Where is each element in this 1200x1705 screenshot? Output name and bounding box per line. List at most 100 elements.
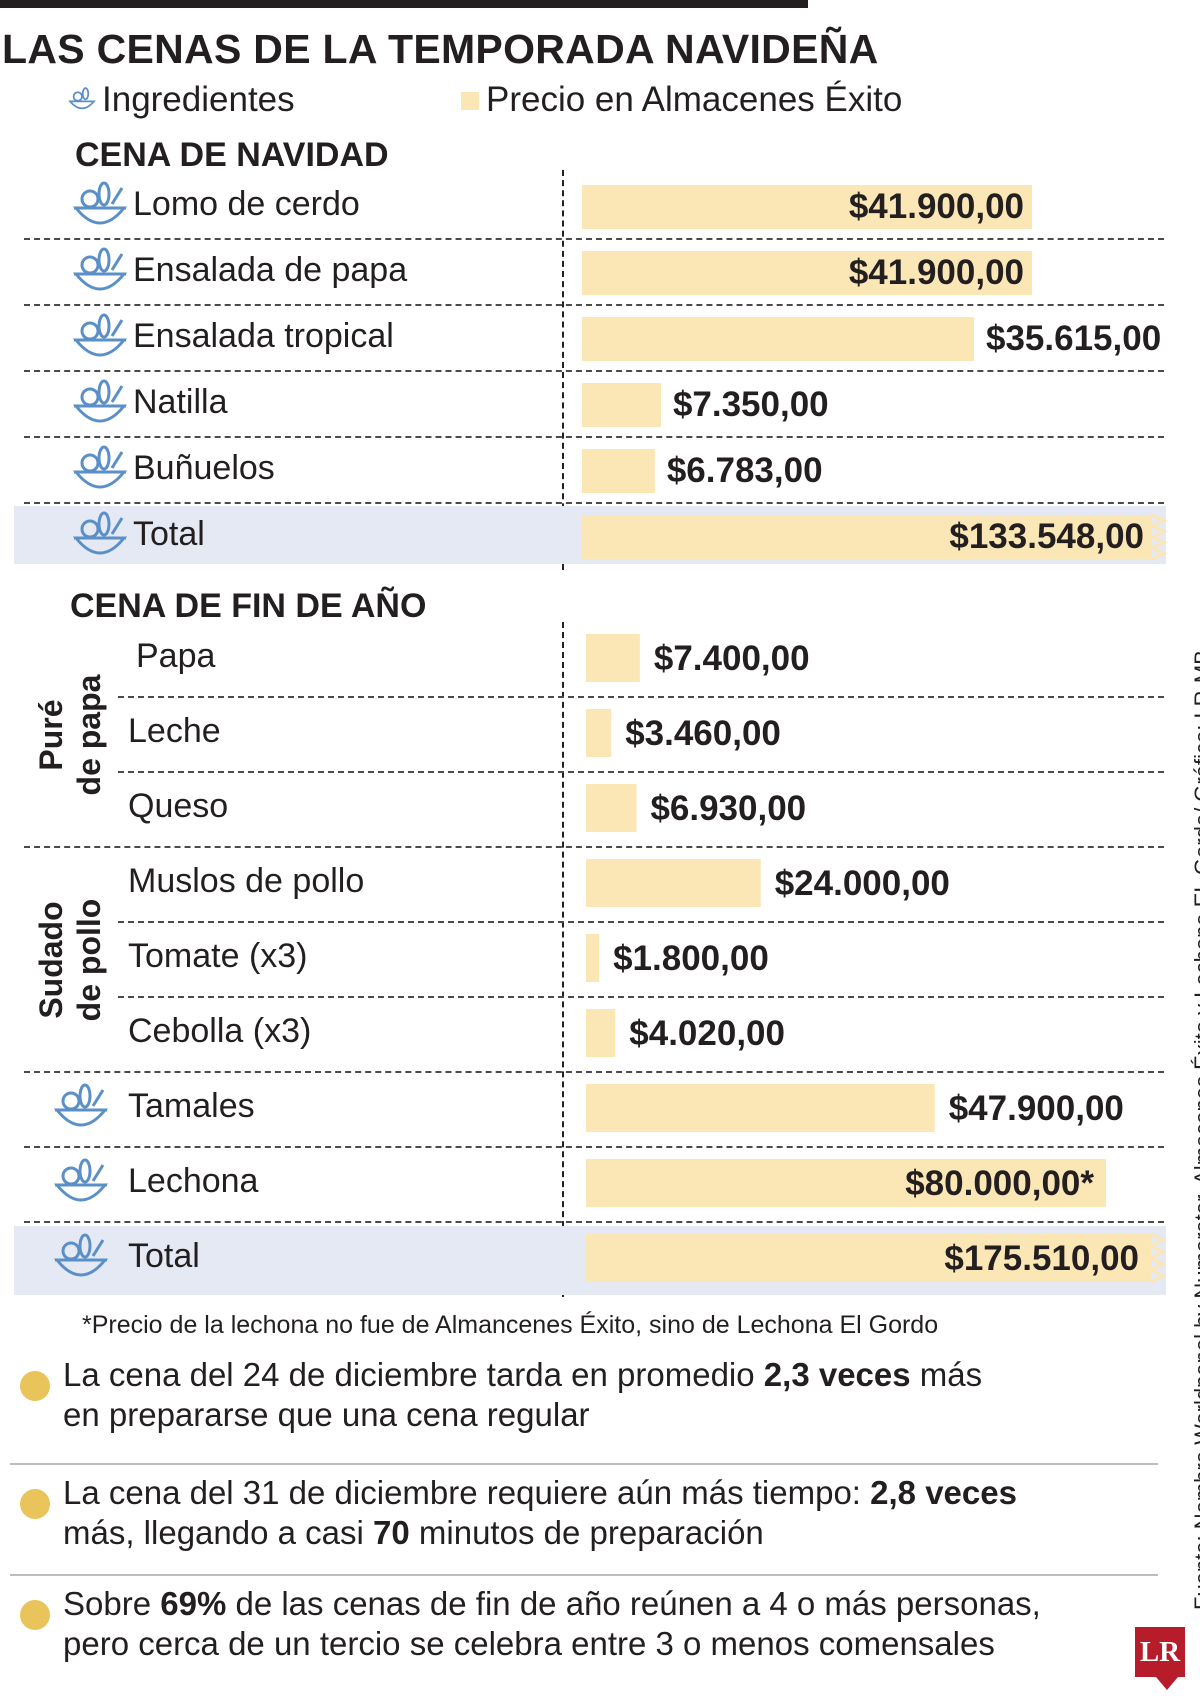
value-label-queso: $6.930,00 xyxy=(650,789,806,828)
legend-ingredients-label: Ingredientes xyxy=(102,80,295,119)
bar-ensalada-tropical xyxy=(582,317,974,361)
row-separator xyxy=(24,436,1164,438)
fact-line: La cena del 31 de diciembre requiere aún… xyxy=(63,1473,1017,1513)
fact-separator xyxy=(10,1574,1158,1576)
bar-queso xyxy=(586,784,637,832)
bar-papa xyxy=(586,634,640,682)
value-label-leche: $3.460,00 xyxy=(625,714,781,753)
bar-total xyxy=(582,515,1152,559)
fact-line: más, llegando a casi 70 minutos de prepa… xyxy=(63,1513,1017,1553)
row-separator xyxy=(24,846,1164,848)
fact-segment: más, llegando a casi xyxy=(63,1514,374,1551)
fact-text: La cena del 31 de diciembre requiere aún… xyxy=(63,1473,1017,1553)
row-label-lomo-de-cerdo: Lomo de cerdo xyxy=(133,185,360,223)
row-separator xyxy=(24,1146,1164,1148)
fact-highlight: 2,8 veces xyxy=(870,1474,1017,1511)
food-basket-icon xyxy=(53,1083,109,1127)
row-label-tomate-x3: Tomate (x3) xyxy=(128,937,308,975)
fact-highlight: 70 xyxy=(373,1514,410,1551)
row-label-queso: Queso xyxy=(128,787,229,825)
value-label-papa: $7.400,00 xyxy=(654,639,810,678)
fact-segment: más xyxy=(910,1356,983,1393)
row-label-lechona: Lechona xyxy=(128,1162,259,1200)
page-title: LAS CENAS DE LA TEMPORADA NAVIDEÑA xyxy=(2,26,879,72)
row-label-natilla: Natilla xyxy=(133,383,228,421)
row-label-total: Total xyxy=(128,1237,200,1275)
food-basket-icon xyxy=(72,511,128,555)
fact-separator xyxy=(10,1463,1158,1465)
footnote: *Precio de la lechona no fue de Almancen… xyxy=(82,1311,939,1339)
food-basket-icon xyxy=(72,313,128,357)
legend-price-label: Precio en Almacenes Éxito xyxy=(486,80,903,119)
fact-bullet-dot xyxy=(20,1489,50,1519)
food-basket-icon xyxy=(72,181,128,225)
row-label-cebolla-x3: Cebolla (x3) xyxy=(128,1012,312,1050)
bar-cebolla-x3 xyxy=(586,1009,616,1057)
fact-segment: minutos de preparación xyxy=(409,1514,764,1551)
row-separator xyxy=(118,921,1164,923)
bar-muslos-de-pollo xyxy=(586,859,761,907)
row-separator xyxy=(118,771,1164,773)
fact-line: Sobre 69% de las cenas de fin de año reú… xyxy=(63,1584,1041,1624)
row-label-bunuelos: Buñuelos xyxy=(133,449,275,487)
food-basket-icon xyxy=(53,1233,109,1277)
row-label-tamales: Tamales xyxy=(128,1087,255,1125)
bar-break-marker xyxy=(1147,1232,1167,1284)
bar-lomo-de-cerdo xyxy=(582,185,1032,229)
fact-line: en prepararse que una cena regular xyxy=(63,1395,982,1435)
bar-total xyxy=(586,1234,1151,1282)
row-separator xyxy=(24,370,1164,372)
food-basket-icon xyxy=(72,247,128,291)
value-label-total: $133.548,00 xyxy=(949,517,1144,556)
fact-bullet-dot xyxy=(20,1600,50,1630)
fact-segment: de las cenas de fin de año reúnen a 4 o … xyxy=(226,1585,1041,1622)
row-separator xyxy=(24,238,1164,240)
lr-logo: LR xyxy=(1135,1627,1185,1677)
fact-text: Sobre 69% de las cenas de fin de año reú… xyxy=(63,1584,1041,1664)
row-separator xyxy=(118,996,1164,998)
fact-highlight: 69% xyxy=(160,1585,227,1622)
value-label-muslos-de-pollo: $24.000,00 xyxy=(775,864,950,903)
legend-price-swatch xyxy=(461,92,479,110)
value-label-ensalada-tropical: $35.615,00 xyxy=(986,319,1161,358)
row-separator xyxy=(24,502,1164,504)
bar-break-marker xyxy=(1148,513,1168,561)
row-separator xyxy=(118,696,1164,698)
row-label-ensalada-de-papa: Ensalada de papa xyxy=(133,251,408,289)
bar-bunuelos xyxy=(582,449,655,493)
fact-segment: en prepararse que una cena regular xyxy=(63,1396,590,1433)
fact-highlight: 2,3 veces xyxy=(763,1356,911,1393)
fact-segment: Sobre xyxy=(63,1585,161,1622)
row-label-ensalada-tropical: Ensalada tropical xyxy=(133,317,394,355)
row-label-total: Total xyxy=(133,515,205,553)
food-basket-icon xyxy=(72,379,128,423)
value-label-natilla: $7.350,00 xyxy=(673,385,829,424)
value-label-cebolla-x3: $4.020,00 xyxy=(629,1014,785,1053)
lr-logo-tail xyxy=(1156,1677,1178,1690)
value-label-ensalada-de-papa: $41.900,00 xyxy=(849,253,1024,292)
section-title-navidad: CENA DE NAVIDAD xyxy=(75,136,389,174)
section-title-fin-de-ano: CENA DE FIN DE AÑO xyxy=(70,587,427,625)
bar-leche xyxy=(586,709,612,757)
fact-segment: La cena del 31 de diciembre requiere aún… xyxy=(63,1474,871,1511)
row-label-leche: Leche xyxy=(128,712,221,750)
row-separator xyxy=(24,1071,1164,1073)
value-label-tomate-x3: $1.800,00 xyxy=(613,939,769,978)
top-rule xyxy=(0,0,808,8)
row-label-papa: Papa xyxy=(136,637,216,675)
source-credit: Fuente: Nombre Worldpanel by Numerator, … xyxy=(1190,650,1200,1610)
fact-text: La cena del 24 de diciembre tarda en pro… xyxy=(63,1355,982,1435)
value-label-total: $175.510,00 xyxy=(944,1239,1139,1278)
fact-line: La cena del 24 de diciembre tarda en pro… xyxy=(63,1355,982,1395)
bar-ensalada-de-papa xyxy=(582,251,1032,295)
value-label-lechona: $80.000,00* xyxy=(905,1164,1094,1203)
bar-natilla xyxy=(582,383,661,427)
value-label-bunuelos: $6.783,00 xyxy=(667,451,823,490)
fact-line: pero cerca de un tercio se celebra entre… xyxy=(63,1624,1041,1664)
bar-tomate-x3 xyxy=(586,934,600,982)
value-label-lomo-de-cerdo: $41.900,00 xyxy=(849,187,1024,226)
food-basket-icon xyxy=(53,1158,109,1202)
value-label-tamales: $47.900,00 xyxy=(949,1089,1124,1128)
row-separator xyxy=(24,1221,1164,1223)
